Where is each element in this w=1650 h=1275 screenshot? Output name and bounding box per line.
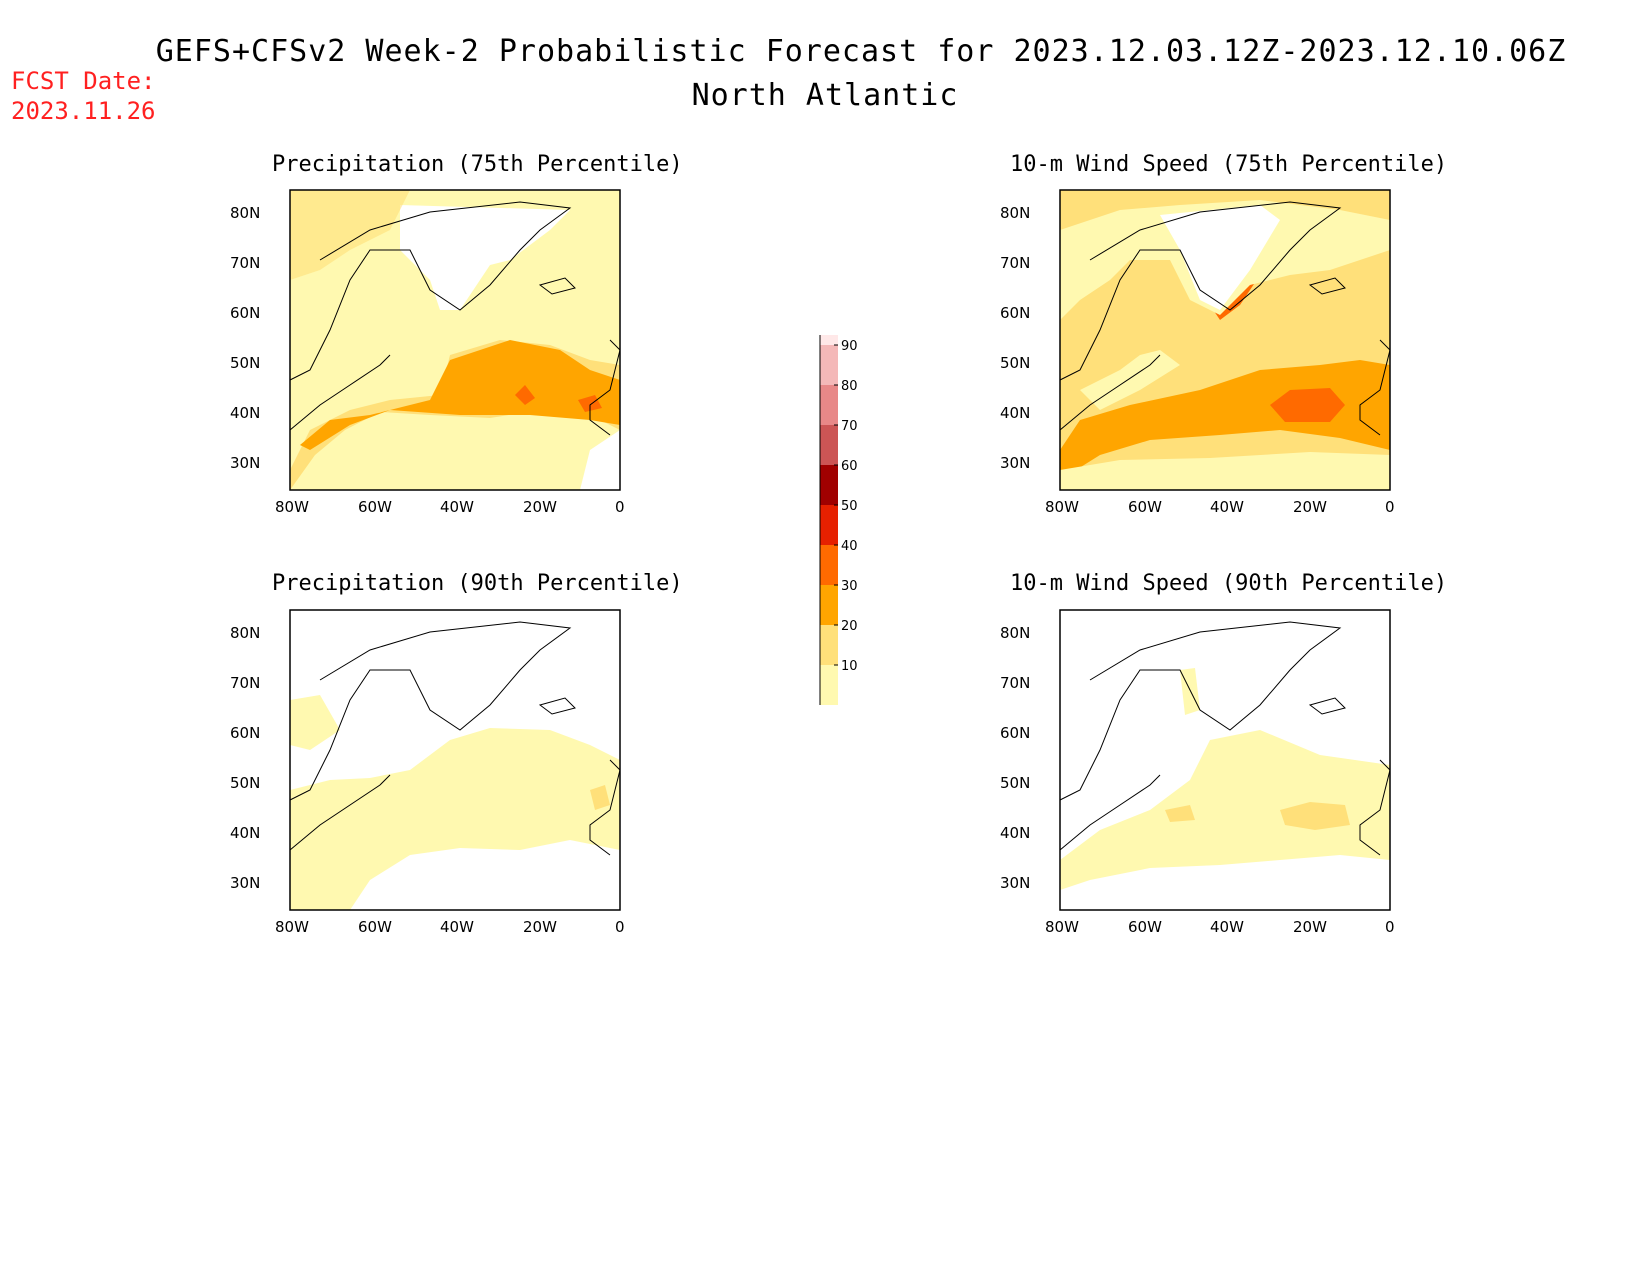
svg-text:40W: 40W [440,918,474,936]
map-precip75: 80N 70N 60N 50N 40N 30N 80W 60W 40W 20W … [230,189,625,516]
colorbar-swatch [820,545,838,585]
lon-axis: 80W 60W 40W 20W 0 [275,498,625,516]
forecast-date-value: 2023.11.26 [11,97,156,125]
panel-title-wind75: 10-m Wind Speed (75th Percentile) [1010,152,1448,177]
svg-text:40N: 40N [1000,824,1030,842]
svg-text:40W: 40W [1210,498,1244,516]
page-title: GEFS+CFSv2 Week-2 Probabilistic Forecast… [155,34,1567,69]
page-subtitle: North Atlantic [691,78,959,113]
lat-axis: 80N 70N 60N 50N 40N 30N [1000,624,1030,892]
svg-text:30N: 30N [1000,454,1030,472]
svg-text:60N: 60N [1000,724,1030,742]
lon-axis: 80W 60W 40W 20W 0 [1045,498,1395,516]
svg-text:30N: 30N [1000,874,1030,892]
svg-text:30N: 30N [230,454,260,472]
svg-text:0: 0 [615,498,625,516]
lat-axis: 80N 70N 60N 50N 40N 30N [230,204,260,472]
svg-text:40N: 40N [1000,404,1030,422]
svg-text:40N: 40N [230,404,260,422]
svg-text:40N: 40N [230,824,260,842]
colorbar-swatch [820,585,838,625]
svg-text:0: 0 [1385,918,1395,936]
colorbar-swatch [820,625,838,665]
svg-text:0: 0 [1385,498,1395,516]
svg-text:60W: 60W [1128,918,1162,936]
svg-text:80N: 80N [1000,624,1030,642]
colorbar-swatch [820,335,838,345]
colorbar-tick-label: 40 [841,539,858,554]
svg-text:20W: 20W [1293,498,1327,516]
svg-text:60W: 60W [358,498,392,516]
map-wind90: 80N 70N 60N 50N 40N 30N 80W 60W 40W 20W … [1000,609,1395,936]
svg-text:60W: 60W [1128,498,1162,516]
colorbar-tick-label: 70 [841,419,858,434]
svg-text:60W: 60W [358,918,392,936]
svg-text:50N: 50N [1000,774,1030,792]
lat-axis: 80N 70N 60N 50N 40N 30N [1000,204,1030,472]
colorbar-swatch [820,665,838,705]
colorbar-swatch [820,345,838,385]
colorbar-swatch [820,385,838,425]
forecast-date-label: FCST Date: [11,67,156,95]
svg-text:80W: 80W [275,498,309,516]
colorbar-tick-label: 10 [841,659,858,674]
svg-text:80N: 80N [230,204,260,222]
colorbar-tick-label: 30 [841,579,858,594]
colorbar-tick-label: 20 [841,619,858,634]
panel-title-precip75: Precipitation (75th Percentile) [272,152,683,177]
svg-text:70N: 70N [1000,674,1030,692]
colorbar-tick-label: 60 [841,459,858,474]
svg-text:60N: 60N [1000,304,1030,322]
colorbar-tick-label: 80 [841,379,858,394]
map-precip90: 80N 70N 60N 50N 40N 30N 80W 60W 40W 20W … [230,609,625,936]
svg-text:80W: 80W [1045,918,1079,936]
svg-text:70N: 70N [230,254,260,272]
colorbar-tick-label: 50 [841,499,858,514]
svg-text:70N: 70N [1000,254,1030,272]
svg-text:60N: 60N [230,724,260,742]
svg-text:20W: 20W [523,918,557,936]
svg-text:80N: 80N [230,624,260,642]
map-wind75: 80N 70N 60N 50N 40N 30N 80W 60W 40W 20W … [1000,189,1395,516]
svg-text:80W: 80W [275,918,309,936]
forecast-date: FCST Date: 2023.11.26 [11,66,156,126]
colorbar-swatch [820,425,838,465]
lon-axis: 80W 60W 40W 20W 0 [275,918,625,936]
colorbar-swatch [820,505,838,545]
svg-text:70N: 70N [230,674,260,692]
svg-text:20W: 20W [523,498,557,516]
colorbar-swatch [820,465,838,505]
svg-text:80N: 80N [1000,204,1030,222]
svg-text:50N: 50N [230,774,260,792]
panel-title-wind90: 10-m Wind Speed (90th Percentile) [1010,571,1448,596]
svg-text:20W: 20W [1293,918,1327,936]
svg-text:30N: 30N [230,874,260,892]
svg-text:50N: 50N [230,354,260,372]
colorbar: 10 20 30 40 50 60 70 80 90 [819,335,858,705]
svg-text:40W: 40W [440,498,474,516]
svg-text:0: 0 [615,918,625,936]
svg-text:80W: 80W [1045,498,1079,516]
lon-axis: 80W 60W 40W 20W 0 [1045,918,1395,936]
svg-text:40W: 40W [1210,918,1244,936]
svg-text:60N: 60N [230,304,260,322]
lat-axis: 80N 70N 60N 50N 40N 30N [230,624,260,892]
colorbar-tick-label: 90 [841,339,858,354]
panel-title-precip90: Precipitation (90th Percentile) [272,571,683,596]
svg-text:50N: 50N [1000,354,1030,372]
